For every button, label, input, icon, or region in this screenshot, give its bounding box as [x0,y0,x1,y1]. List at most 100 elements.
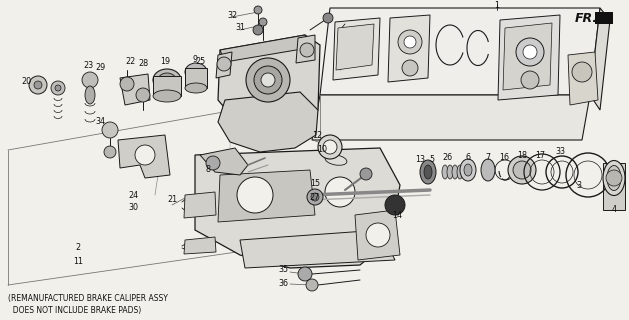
Circle shape [298,267,312,281]
Circle shape [55,85,61,91]
Polygon shape [220,35,308,62]
Ellipse shape [325,155,347,165]
Text: 6: 6 [465,154,470,163]
Circle shape [253,25,263,35]
Ellipse shape [481,159,495,181]
Circle shape [306,279,318,291]
Circle shape [136,88,150,102]
Polygon shape [312,95,590,140]
Ellipse shape [447,165,453,179]
Circle shape [102,122,118,138]
Ellipse shape [158,73,176,87]
Circle shape [120,77,134,91]
Polygon shape [603,163,625,210]
Text: 10: 10 [317,146,327,155]
Circle shape [254,6,262,14]
Ellipse shape [452,165,458,179]
Bar [595,12,613,24]
Text: 8: 8 [206,165,211,174]
Circle shape [508,156,536,184]
Circle shape [516,38,544,66]
Text: 30: 30 [128,204,138,212]
Polygon shape [503,23,552,90]
Text: 26: 26 [442,154,452,163]
Polygon shape [184,237,216,254]
Text: 21: 21 [167,196,177,204]
Text: 28: 28 [138,60,148,68]
Polygon shape [153,76,181,96]
Circle shape [254,66,282,94]
Text: 20: 20 [21,77,31,86]
Circle shape [311,193,319,201]
Circle shape [402,60,418,76]
Circle shape [51,81,65,95]
Text: 9: 9 [192,55,198,65]
Text: 4: 4 [611,205,616,214]
Ellipse shape [460,159,476,181]
Circle shape [259,18,267,26]
Text: 14: 14 [392,211,402,220]
Text: FR.: FR. [575,12,598,25]
Text: 36: 36 [278,278,288,287]
Circle shape [206,156,220,170]
Text: 24: 24 [128,190,138,199]
Ellipse shape [442,165,448,179]
Text: 25: 25 [195,58,205,67]
Circle shape [521,71,539,89]
Ellipse shape [464,164,472,176]
Text: 29: 29 [95,63,105,73]
Text: 34: 34 [95,117,105,126]
Text: 18: 18 [517,151,527,161]
Text: 12: 12 [312,132,322,140]
Polygon shape [320,8,600,95]
Ellipse shape [153,69,181,91]
Circle shape [523,45,537,59]
Circle shape [404,36,416,48]
Text: 23: 23 [83,60,93,69]
Circle shape [135,145,155,165]
Text: 1: 1 [494,2,499,11]
Circle shape [606,170,622,186]
Polygon shape [590,8,610,110]
Ellipse shape [85,86,95,104]
Circle shape [29,76,47,94]
Circle shape [323,140,337,154]
Polygon shape [568,52,598,105]
Polygon shape [216,52,232,78]
Circle shape [217,57,231,71]
Text: 31: 31 [235,23,245,33]
Circle shape [237,177,273,213]
Ellipse shape [457,165,463,179]
Polygon shape [388,15,430,82]
Text: 32: 32 [227,11,237,20]
Text: 33: 33 [555,148,565,156]
Polygon shape [498,15,560,100]
Text: 27: 27 [310,194,320,203]
Polygon shape [240,230,395,268]
Polygon shape [184,192,216,218]
Circle shape [34,81,42,89]
Circle shape [325,177,355,207]
Polygon shape [120,74,150,105]
Text: 16: 16 [499,154,509,163]
Text: 7: 7 [486,154,491,163]
Text: (REMANUFACTURED BRAKE CALIPER ASSY: (REMANUFACTURED BRAKE CALIPER ASSY [8,293,168,302]
Ellipse shape [185,83,207,93]
Circle shape [366,223,390,247]
Polygon shape [296,35,315,63]
Ellipse shape [420,160,436,184]
Ellipse shape [603,161,625,196]
Polygon shape [333,18,380,80]
Polygon shape [185,68,207,88]
Text: 22: 22 [125,58,135,67]
Text: 2: 2 [75,244,81,252]
Circle shape [318,135,342,159]
Circle shape [246,58,290,102]
Polygon shape [355,210,400,260]
Circle shape [261,73,275,87]
Circle shape [360,168,372,180]
Polygon shape [336,24,374,70]
Circle shape [385,195,405,215]
Text: 11: 11 [73,258,83,267]
Circle shape [398,30,422,54]
